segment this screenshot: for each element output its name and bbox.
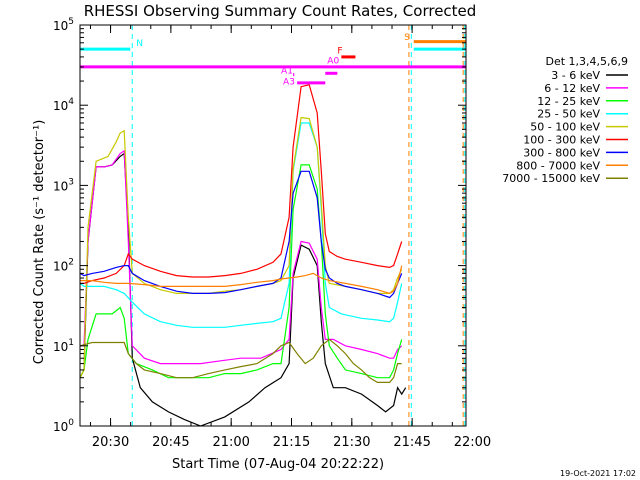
series-line-3 — [79, 122, 403, 328]
legend-label-8: 7000 - 15000 keV — [502, 172, 600, 185]
y-tick-label-4: 104 — [53, 97, 74, 113]
flag-label-5: F — [337, 47, 342, 57]
flag-label-0: N — [136, 39, 143, 49]
y-axis-label: Corrected Count Rate (s⁻¹ detector⁻¹) — [32, 120, 47, 365]
legend-label-3: 25 - 50 keV — [537, 108, 600, 121]
x-tick-label-4: 21:30 — [333, 435, 370, 450]
x-axis-label: Start Time (07-Aug-04 20:22:22) — [172, 457, 384, 472]
series-line-1 — [80, 149, 403, 365]
detectors-label: Det 1,3,4,5,6,9 — [545, 55, 628, 68]
flag-label-4: A3 — [283, 78, 295, 88]
x-tick-label-5: 21:45 — [393, 435, 430, 450]
legend-label-2: 12 - 25 keV — [537, 95, 600, 108]
y-tick-label-0: 100 — [53, 418, 74, 434]
legend-label-6: 300 - 800 keV — [523, 146, 600, 159]
legend-label-1: 6 - 12 keV — [544, 82, 600, 95]
axes-frame — [79, 24, 467, 427]
y-tick-label-2: 102 — [53, 258, 74, 274]
x-tick-label-1: 20:45 — [152, 435, 189, 450]
series-line-7 — [80, 265, 403, 295]
legend-label-0: 3 - 6 keV — [551, 69, 600, 82]
flag-label-2: A0 — [327, 57, 339, 67]
series-line-8 — [79, 338, 402, 383]
y-tick-label-3: 103 — [53, 177, 74, 193]
x-tick-label-6: 22:00 — [454, 435, 491, 450]
y-tick-label-1: 101 — [53, 338, 74, 354]
chart-title: RHESSI Observing Summary Count Rates, Co… — [84, 2, 477, 20]
x-tick-label-2: 21:00 — [212, 435, 249, 450]
legend-label-5: 100 - 300 keV — [523, 134, 600, 147]
x-tick-label-0: 20:30 — [92, 435, 129, 450]
series-line-6 — [79, 170, 403, 299]
series-line-0 — [79, 152, 407, 427]
series-line-5 — [80, 83, 403, 284]
flag-label-1: S — [404, 33, 410, 43]
y-tick-label-5: 105 — [53, 17, 74, 33]
legend-label-4: 50 - 100 keV — [530, 121, 600, 134]
flag-label-3: A1 — [281, 66, 293, 76]
footer-timestamp: 19-Oct-2021 17:02 — [560, 469, 636, 478]
legend-label-7: 800 - 7000 keV — [516, 159, 600, 172]
x-tick-label-3: 21:15 — [273, 435, 310, 450]
plot-area: N S A0 A1 A3 F 20:30 20:45 21:00 21:15 21:30 21:45 2… — [53, 17, 491, 450]
series-line-2 — [79, 164, 403, 379]
